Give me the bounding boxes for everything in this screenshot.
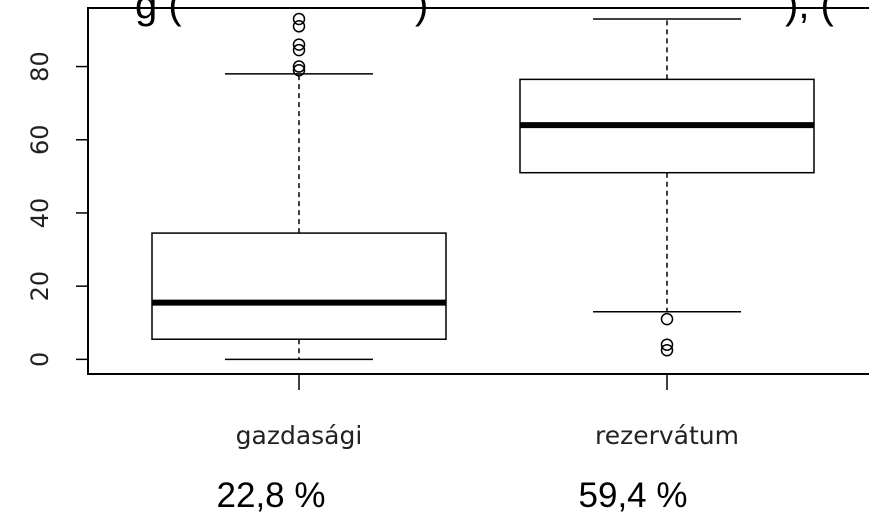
- outlier-point: [660, 338, 674, 351]
- y-tick-label: 60: [26, 124, 54, 155]
- box-1: [519, 18, 815, 357]
- outlier-point: [292, 38, 306, 51]
- outlier-point: [292, 43, 306, 57]
- y-tick-label: 40: [26, 198, 54, 229]
- svg-text:), (: ), (: [785, 0, 835, 27]
- x-category-label: gazdasági: [236, 421, 363, 450]
- y-tick-label: 0: [26, 352, 54, 367]
- outlier-point: [292, 60, 306, 73]
- plot-frame: [87, 7, 869, 375]
- rezervatum-percentage: 59,4 %: [579, 476, 688, 514]
- title-fragment: g ( ) ), (: [135, 0, 835, 27]
- outlier-point: [660, 312, 674, 326]
- iqr-box: [151, 232, 447, 340]
- outlier-point: [660, 343, 674, 357]
- x-axis: gazdasági rezervátum: [236, 374, 739, 450]
- y-tick-label: 80: [26, 51, 54, 82]
- outlier-point: [292, 20, 306, 33]
- y-tick-label: 20: [26, 271, 54, 302]
- gazdasagi-percentage: 22,8 %: [217, 476, 326, 514]
- box-0: [151, 12, 447, 361]
- outlier-point: [292, 63, 306, 77]
- x-category-label: rezervátum: [595, 421, 739, 450]
- svg-text:g (: g (: [135, 0, 182, 27]
- boxes: [151, 12, 815, 361]
- svg-text:): ): [415, 0, 428, 27]
- outlier-point: [292, 12, 306, 26]
- y-axis: 0 20 40 60 80: [26, 51, 88, 367]
